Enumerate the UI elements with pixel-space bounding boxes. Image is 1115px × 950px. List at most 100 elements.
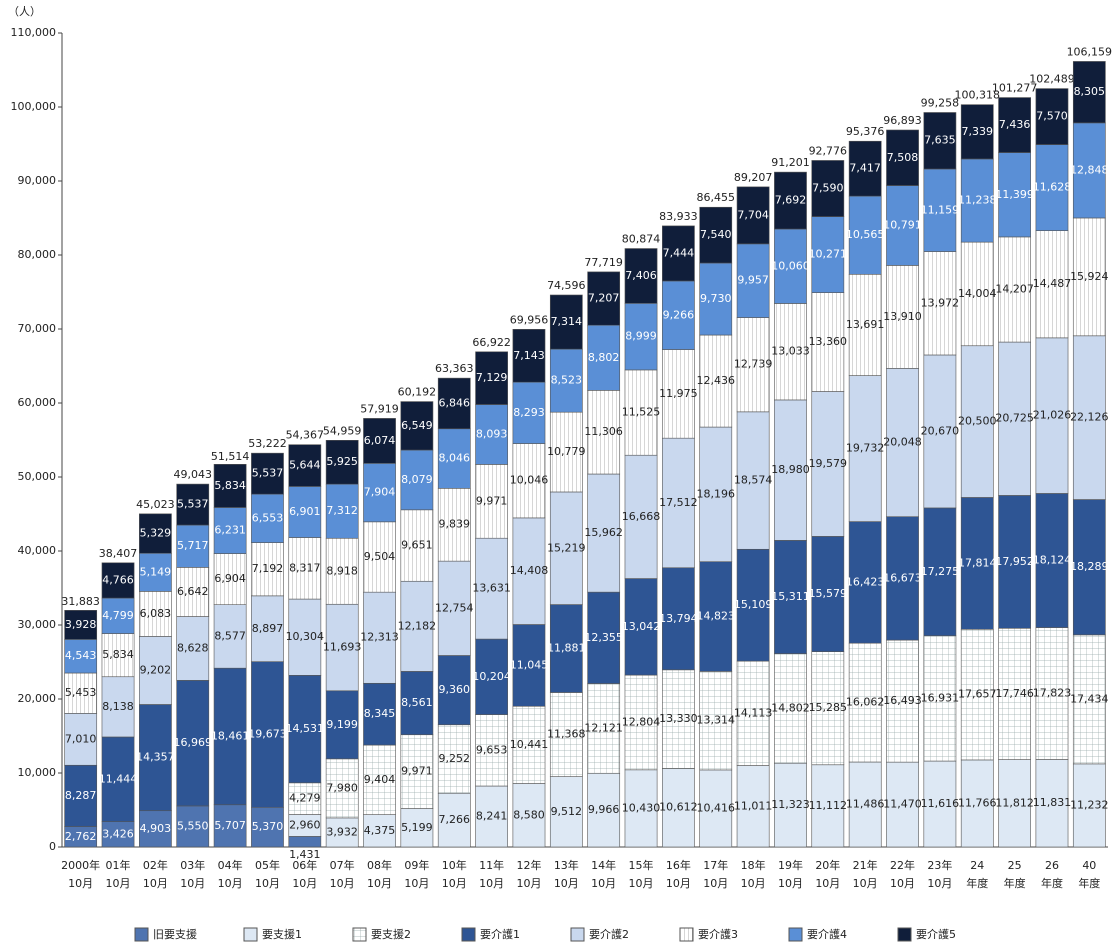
segment-label: 9,504 bbox=[364, 550, 396, 563]
total-label: 54,959 bbox=[323, 424, 362, 437]
x-tick-label: 04年 bbox=[218, 858, 243, 872]
bar-segment bbox=[886, 185, 919, 266]
bar-segment bbox=[699, 334, 733, 428]
segment-label: 13,314 bbox=[697, 714, 736, 727]
bar-segment bbox=[587, 473, 621, 593]
x-tick-label: 06年 bbox=[292, 858, 317, 872]
bar-segment bbox=[848, 375, 882, 522]
bar-segment bbox=[101, 676, 135, 738]
bar-segment bbox=[101, 821, 135, 848]
segment-label: 6,553 bbox=[252, 511, 284, 524]
bar-segment bbox=[1072, 335, 1106, 500]
segment-label: 6,901 bbox=[289, 505, 321, 518]
bar-segment bbox=[139, 704, 172, 812]
segment-label: 13,794 bbox=[659, 612, 698, 625]
bar-segment bbox=[325, 603, 359, 692]
bar-segment bbox=[923, 251, 957, 356]
segment-label: 8,561 bbox=[401, 696, 433, 709]
segment-label: 10,271 bbox=[809, 248, 848, 261]
bar-segment bbox=[512, 329, 546, 383]
segment-label: 5,537 bbox=[177, 498, 209, 511]
legend-label: 要介護1 bbox=[480, 927, 520, 941]
segment-label: 7,417 bbox=[849, 162, 881, 175]
segment-label: 18,980 bbox=[771, 463, 810, 476]
segment-label: 12,848 bbox=[1070, 163, 1109, 176]
x-tick-label: 22年 bbox=[890, 858, 915, 872]
segment-label: 9,966 bbox=[588, 803, 620, 816]
bar-segment bbox=[662, 768, 695, 848]
segment-label: 11,881 bbox=[547, 642, 586, 655]
segment-label: 2,960 bbox=[289, 818, 321, 831]
x-tick-label: 09年 bbox=[404, 858, 429, 872]
segment-label: 7,980 bbox=[326, 781, 358, 794]
segment-label: 8,345 bbox=[364, 707, 396, 720]
bar-segment bbox=[400, 734, 434, 809]
segment-label: 5,550 bbox=[177, 819, 209, 832]
bar-segment bbox=[624, 674, 658, 771]
x-tick-label: 07年 bbox=[330, 858, 355, 872]
segment-label: 4,799 bbox=[102, 609, 134, 622]
total-label: 99,258 bbox=[921, 96, 960, 109]
total-label: 86,455 bbox=[697, 191, 736, 204]
x-tick-label: 10月 bbox=[367, 877, 392, 890]
bar-segment bbox=[64, 610, 98, 640]
x-tick-label: 11年 bbox=[479, 858, 504, 872]
bar-segment bbox=[176, 483, 210, 526]
segment-label: 9,404 bbox=[364, 773, 396, 786]
segment-label: 4,543 bbox=[65, 649, 97, 662]
bar-segment bbox=[811, 764, 845, 848]
segment-label: 5,834 bbox=[102, 648, 134, 661]
bar-segment bbox=[437, 792, 471, 848]
total-label: 63,363 bbox=[435, 362, 474, 375]
segment-label: 7,143 bbox=[513, 349, 545, 362]
segment-label: 8,577 bbox=[214, 629, 246, 642]
bar-segment bbox=[437, 377, 471, 430]
bar-segment bbox=[998, 152, 1031, 238]
segment-label: 14,823 bbox=[697, 610, 736, 623]
segment-label: 9,971 bbox=[476, 494, 508, 507]
legend-label: 旧要支援 bbox=[153, 927, 197, 941]
bar-segment bbox=[400, 671, 434, 736]
x-tick-label: 19年 bbox=[778, 858, 803, 872]
segment-label: 7,339 bbox=[962, 125, 994, 138]
segment-label: 10,060 bbox=[771, 259, 810, 272]
segment-label: 10,416 bbox=[697, 801, 736, 814]
x-tick-label: 26 bbox=[1045, 859, 1059, 872]
bar-segment bbox=[699, 769, 733, 848]
total-label: 54,367 bbox=[286, 429, 325, 442]
segment-label: 7,635 bbox=[924, 134, 956, 147]
bar-segment bbox=[699, 671, 733, 771]
legend-swatch bbox=[134, 927, 149, 942]
segment-label: 12,436 bbox=[697, 374, 736, 387]
bar-segment bbox=[587, 772, 621, 848]
total-label: 95,376 bbox=[846, 125, 885, 138]
x-tick-label: 10月 bbox=[479, 877, 504, 890]
bar-segment bbox=[923, 354, 957, 509]
bar-segment bbox=[811, 651, 845, 766]
y-tick-label: 100,000 bbox=[11, 100, 57, 113]
x-tick-label: 10月 bbox=[591, 877, 616, 890]
segment-label: 10,791 bbox=[883, 218, 922, 231]
bar-segment bbox=[662, 225, 695, 282]
bar-segment bbox=[960, 104, 994, 160]
segment-label: 7,904 bbox=[364, 486, 396, 499]
x-tick-label: 10月 bbox=[180, 877, 205, 890]
legend-swatch bbox=[788, 927, 803, 942]
segment-label: 9,651 bbox=[401, 539, 433, 552]
bar-segment bbox=[512, 624, 546, 707]
segment-label: 16,969 bbox=[174, 736, 213, 749]
segment-label: 7,314 bbox=[551, 315, 583, 328]
segment-label: 12,804 bbox=[622, 715, 661, 728]
y-unit: （人） bbox=[8, 5, 41, 18]
total-label: 102,489 bbox=[1029, 73, 1075, 86]
total-label: 45,023 bbox=[136, 498, 175, 511]
segment-label: 7,590 bbox=[812, 182, 844, 195]
segment-label: 17,823 bbox=[1033, 687, 1072, 700]
bar-segment bbox=[325, 483, 359, 539]
segment-label: 6,231 bbox=[214, 524, 246, 537]
bar-segment bbox=[101, 562, 135, 599]
segment-label: 11,470 bbox=[883, 798, 922, 811]
segment-label: 11,238 bbox=[958, 194, 997, 207]
x-tick-label: 10月 bbox=[330, 877, 355, 890]
